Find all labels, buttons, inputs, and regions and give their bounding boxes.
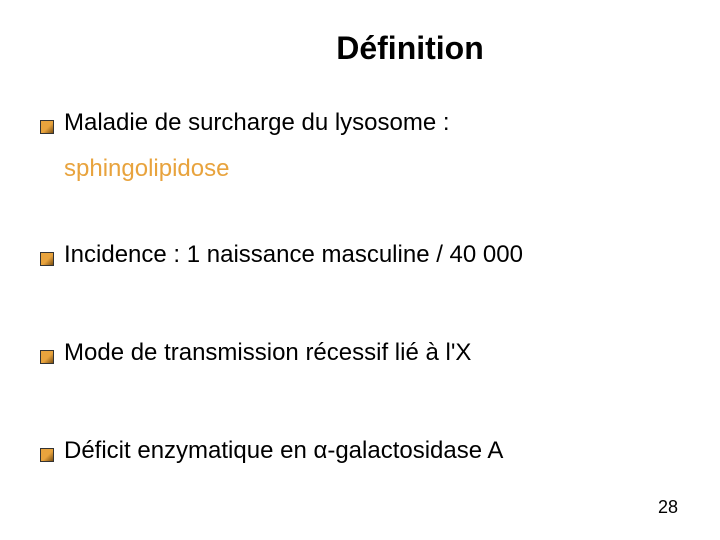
- square-bullet-icon: [40, 448, 54, 462]
- square-bullet-icon: [40, 252, 54, 266]
- bullet-subtext: sphingolipidose: [64, 155, 680, 183]
- square-bullet-icon: [40, 350, 54, 364]
- spacer: [40, 277, 680, 339]
- spacer: [40, 183, 680, 241]
- bullet-text: Maladie de surcharge du lysosome :: [64, 109, 450, 137]
- bullet-text: Mode de transmission récessif lié à l'X: [64, 339, 471, 367]
- bullet-item: Maladie de surcharge du lysosome :: [40, 109, 680, 137]
- bullet-text: Déficit enzymatique en α-galactosidase A: [64, 437, 503, 465]
- bullet-item: Déficit enzymatique en α-galactosidase A: [40, 437, 680, 465]
- square-bullet-icon: [40, 120, 54, 134]
- bullet-item: Incidence : 1 naissance masculine / 40 0…: [40, 241, 680, 269]
- slide-container: Définition Maladie de surcharge du lysos…: [0, 0, 720, 540]
- bullet-item: Mode de transmission récessif lié à l'X: [40, 339, 680, 367]
- spacer: [40, 375, 680, 437]
- bullet-text: Incidence : 1 naissance masculine / 40 0…: [64, 241, 523, 269]
- slide-title: Définition: [40, 30, 680, 67]
- page-number: 28: [658, 497, 678, 518]
